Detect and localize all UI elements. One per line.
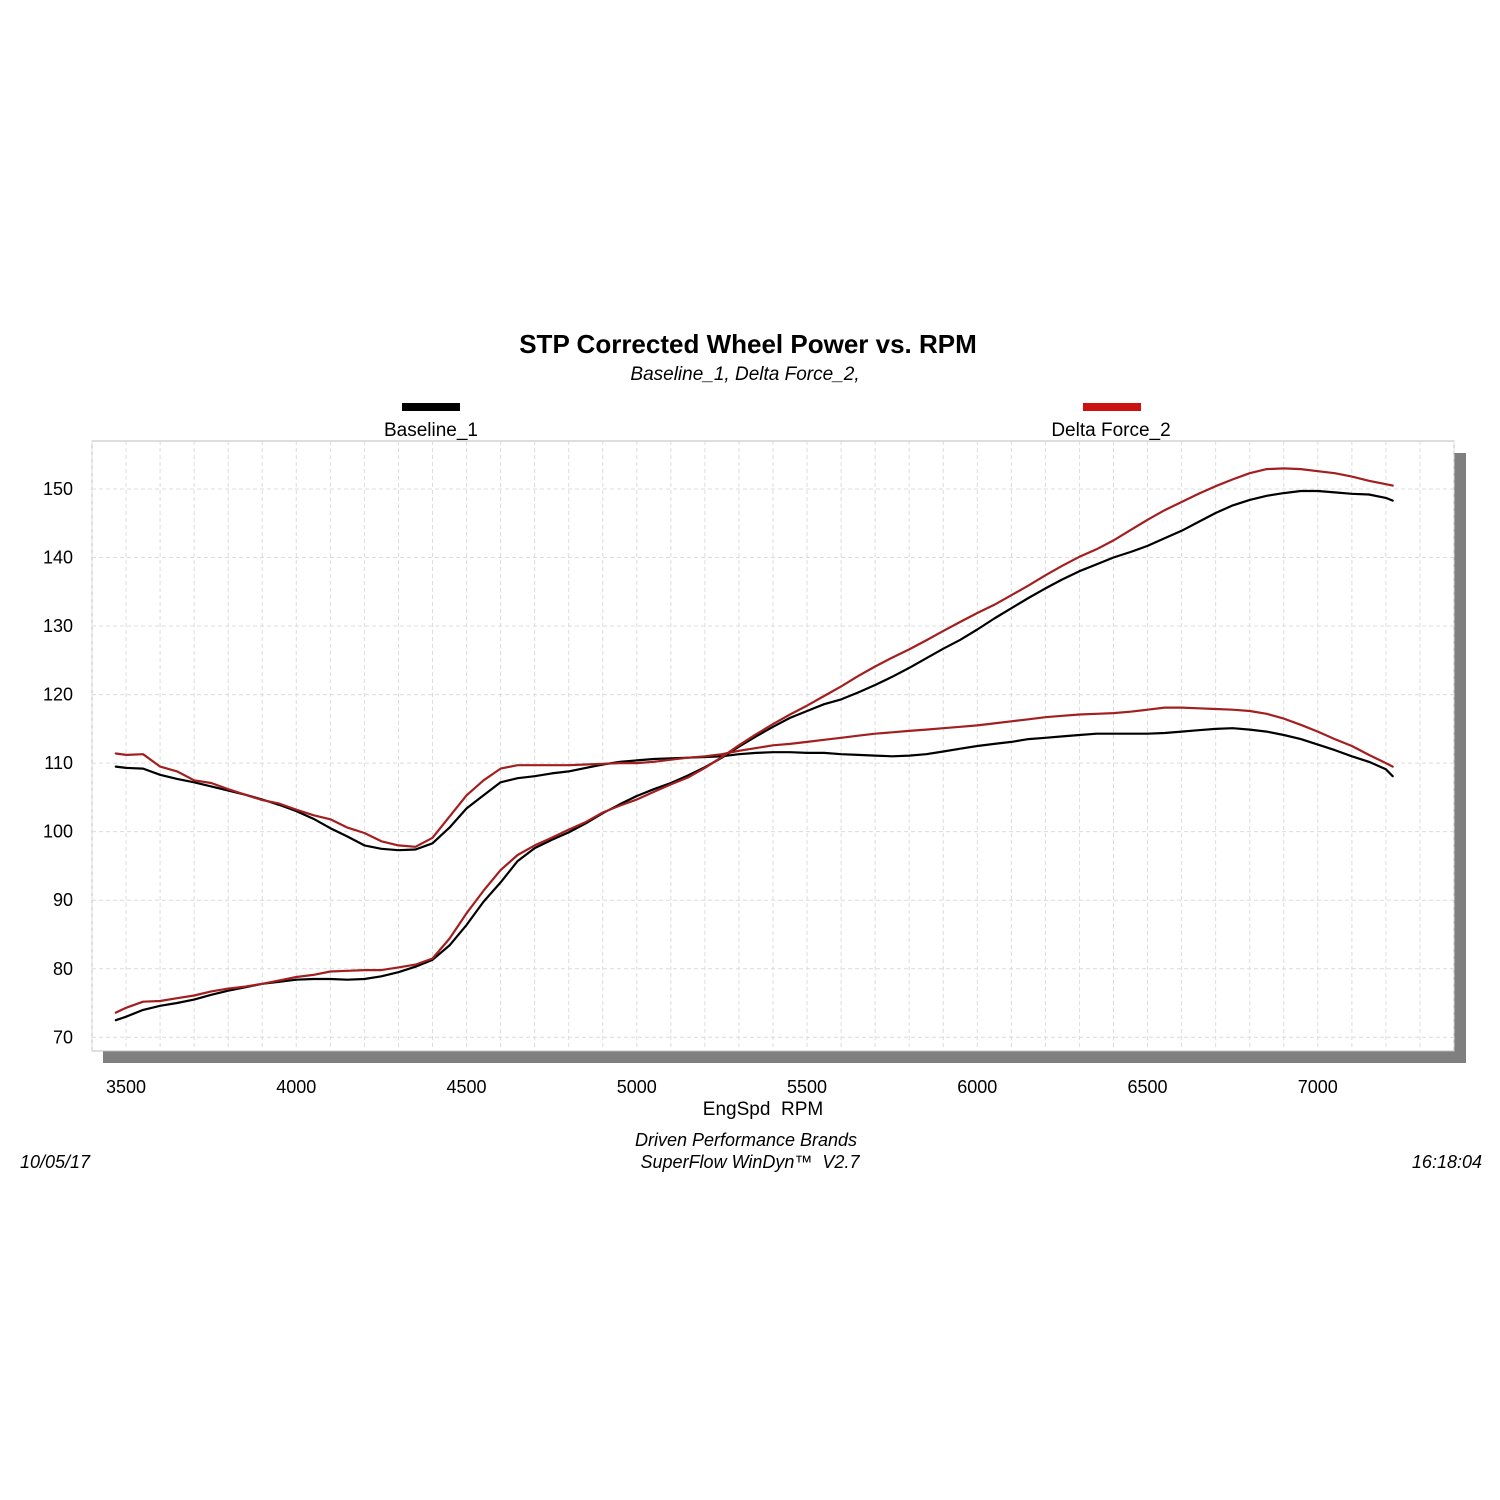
footer-date: 10/05/17	[20, 1152, 91, 1172]
y-tick-label: 140	[43, 548, 73, 568]
plot-shadow-bottom	[103, 1051, 1466, 1063]
series-line-delta-force-2-1	[114, 467, 1394, 1014]
footer-software: SuperFlow WinDyn™ V2.7	[641, 1152, 861, 1172]
legend-swatch-baseline	[402, 403, 460, 411]
x-tick-label: 3500	[106, 1077, 146, 1097]
x-tick-label: 6000	[957, 1077, 997, 1097]
x-axis: 3500 4000 4500 5000 5500 6000 6500 7000	[106, 1077, 1338, 1097]
legend-swatch-delta-force	[1083, 403, 1141, 411]
y-tick-label: 110	[44, 753, 73, 773]
series	[114, 467, 1394, 1022]
series-line-baseline-1-1	[114, 489, 1394, 1022]
y-axis: 70 80 90 100 110 120 130 140 150	[43, 479, 73, 1047]
x-axis-label: EngSpd RPM	[703, 1099, 823, 1120]
series-line-delta-force-2-2	[114, 706, 1394, 848]
x-tick-label: 4000	[276, 1077, 316, 1097]
x-tick-label: 5000	[617, 1077, 657, 1097]
footer-company: Driven Performance Brands	[635, 1130, 857, 1150]
y-tick-label: 70	[53, 1027, 73, 1047]
y-tick-label: 120	[43, 685, 73, 705]
y-tick-label: 130	[43, 616, 73, 636]
legend: Baseline_1 Delta Force_2	[384, 403, 1171, 441]
footer-time: 16:18:04	[1412, 1152, 1482, 1172]
grid	[91, 441, 1455, 1051]
legend-item-delta-force: Delta Force_2	[1051, 403, 1171, 441]
plot-shadow-right	[1454, 453, 1466, 1063]
legend-label-baseline: Baseline_1	[384, 420, 478, 441]
legend-label-delta-force: Delta Force_2	[1051, 420, 1170, 441]
x-tick-label: 7000	[1298, 1077, 1338, 1097]
y-tick-label: 100	[43, 822, 73, 842]
x-tick-label: 6500	[1128, 1077, 1168, 1097]
y-tick-label: 90	[53, 890, 73, 910]
series-line-baseline-1-2	[114, 727, 1394, 852]
legend-item-baseline: Baseline_1	[384, 403, 478, 441]
x-tick-label: 5500	[787, 1077, 827, 1097]
x-tick-label: 4500	[447, 1077, 487, 1097]
chart-subtitle: Baseline_1, Delta Force_2,	[630, 364, 859, 385]
y-tick-label: 80	[53, 959, 73, 979]
y-tick-label: 150	[43, 479, 73, 499]
chart-title: STP Corrected Wheel Power vs. RPM	[519, 329, 977, 359]
